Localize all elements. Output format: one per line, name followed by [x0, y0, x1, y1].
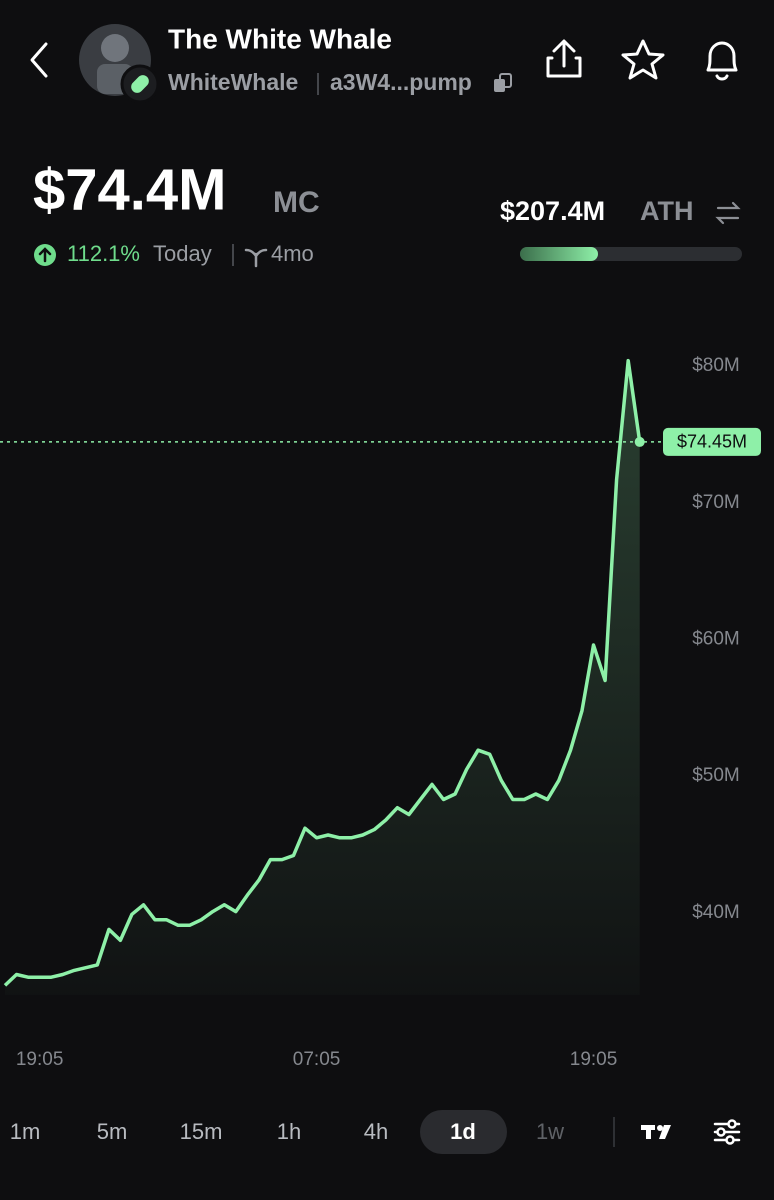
change-percent: 112.1%	[67, 241, 140, 266]
market-cap: $74.4M	[33, 157, 226, 222]
ath-progress-fill	[520, 247, 598, 261]
timeframe-option[interactable]: 4h	[364, 1119, 388, 1144]
token-title: The White Whale	[168, 23, 392, 54]
tradingview-button[interactable]	[641, 1125, 671, 1139]
y-tick-label: $50M	[692, 765, 740, 786]
timeframe-option[interactable]: 15m	[180, 1119, 223, 1144]
back-button[interactable]	[30, 42, 48, 78]
timeframe-option[interactable]: 1h	[277, 1119, 301, 1144]
timeframe-option[interactable]: 1w	[536, 1119, 564, 1144]
y-tick-label: $40M	[692, 902, 740, 923]
current-price-badge	[663, 427, 761, 456]
timeframe-option[interactable]: 1m	[10, 1119, 41, 1144]
area-fill	[5, 360, 640, 996]
y-tick-label: $80M	[692, 355, 740, 376]
timeframe-option[interactable]: 1d	[450, 1119, 476, 1144]
token-handle: WhiteWhale	[168, 69, 298, 95]
chart: $40M $50M $60M $70M $80M 19:05 07:05 19:05 $74.4…	[0, 355, 761, 1070]
avatar-figure	[101, 34, 129, 62]
timeframe-option[interactable]: 5m	[97, 1119, 128, 1144]
ath-value: $207.4M	[500, 196, 605, 226]
timeframe-selected-bg	[420, 1110, 507, 1154]
x-tick-label: 19:05	[570, 1049, 618, 1070]
current-price-label: $74.45M	[677, 432, 747, 452]
copy-icon[interactable]	[494, 73, 512, 92]
timeframe-bar: 1m 5m 15m 1h 4h 1d 1w	[10, 1110, 564, 1154]
favorite-button[interactable]	[621, 39, 665, 80]
y-tick-label: $60M	[692, 629, 740, 650]
current-price-dot	[634, 436, 645, 447]
ath-label: ATH	[640, 196, 694, 226]
swap-button[interactable]	[715, 201, 741, 225]
token-age: 4mo	[271, 241, 314, 266]
market-cap-label: MC	[273, 186, 320, 219]
token-address[interactable]: a3W4...pump	[330, 69, 472, 95]
x-tick-label: 19:05	[16, 1049, 64, 1070]
pill-icon	[131, 75, 149, 93]
x-tick-label: 07:05	[293, 1049, 341, 1070]
change-up-arrow	[38, 247, 52, 263]
alert-button[interactable]	[706, 41, 738, 81]
price-line	[3, 358, 642, 987]
y-tick-label: $70M	[692, 492, 740, 513]
sprout-icon	[244, 248, 268, 268]
share-button[interactable]	[546, 39, 582, 78]
settings-button[interactable]	[713, 1119, 741, 1145]
change-period: Today	[153, 241, 212, 266]
